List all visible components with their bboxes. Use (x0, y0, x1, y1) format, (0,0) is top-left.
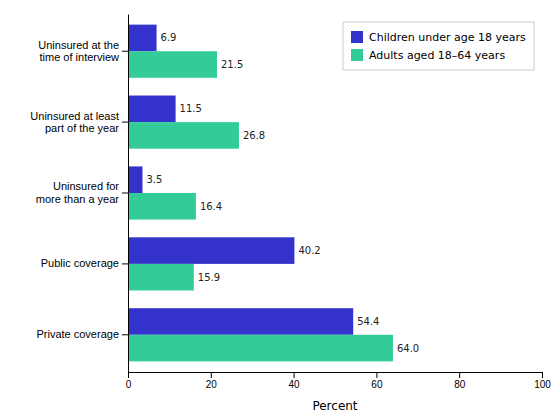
bar (128, 51, 217, 78)
tick: Uninsured at leastpart of the year (30, 110, 128, 134)
data-label: 54.4 (357, 316, 379, 327)
bars (128, 25, 393, 362)
tick-mark (459, 372, 460, 378)
legend-swatch (351, 31, 363, 43)
tick: 100 (534, 372, 551, 390)
tick-label: 20 (206, 379, 218, 390)
tick: 60 (371, 372, 383, 390)
tick-mark (376, 372, 377, 378)
tick-label: 0 (126, 379, 132, 390)
tick-label: Uninsured at thetime of interview (38, 39, 119, 63)
bar (128, 122, 239, 149)
tick: 0 (126, 372, 132, 390)
tick: 20 (206, 372, 218, 390)
bar (128, 237, 294, 264)
tick-mark (122, 334, 128, 335)
x-axis-title: Percent (312, 399, 357, 413)
tick: 80 (454, 372, 466, 390)
legend-item: Children under age 18 years (351, 31, 526, 44)
tick: Private coverage (36, 328, 128, 340)
tick: Public coverage (41, 257, 128, 269)
tick-label: 60 (371, 379, 383, 390)
legend-swatch (351, 49, 363, 61)
data-labels: 6.9 11.5 3.5 40.2 54.4 21.5 26.8 16.4 15.9 64.0 (146, 32, 419, 353)
legend-box (343, 22, 534, 70)
tick-mark (122, 51, 128, 52)
series (128, 51, 393, 361)
tick-label: Uninsured formore than a year (36, 180, 119, 204)
bar (128, 166, 142, 193)
bar (128, 264, 194, 291)
axis-line (128, 15, 129, 373)
legend: Children under age 18 years Adults aged 1… (343, 22, 534, 70)
data-label: 11.5 (180, 103, 202, 114)
tick-label: 40 (289, 379, 301, 390)
data-label: 6.9 (161, 32, 177, 43)
bar (128, 335, 393, 362)
tick-label: 80 (454, 379, 466, 390)
tick-label: 100 (534, 379, 551, 390)
tick-label: Uninsured at leastpart of the year (30, 110, 119, 134)
tick: 40 (289, 372, 301, 390)
data-label: 26.8 (243, 130, 265, 141)
tick: Uninsured at thetime of interview (38, 39, 128, 63)
legend-label: Children under age 18 years (369, 31, 526, 44)
y-axis: Uninsured at thetime of interview Uninsur… (30, 15, 128, 373)
x-axis: 0 20 40 60 80 100 (126, 372, 552, 390)
tick-mark (122, 122, 128, 123)
data-label: 21.5 (221, 59, 243, 70)
bar (128, 25, 157, 52)
data-label: 16.4 (200, 201, 222, 212)
tick-mark (128, 372, 129, 378)
tick-mark (542, 372, 543, 378)
tick: Uninsured formore than a year (36, 180, 128, 204)
tick-mark (294, 372, 295, 378)
data-label: 3.5 (146, 174, 162, 185)
tick-mark (122, 263, 128, 264)
data-label: 15.9 (198, 272, 220, 283)
bar (128, 96, 176, 123)
plot: 6.9 11.5 3.5 40.2 54.4 21.5 26.8 16.4 15.9 64.0 0 2… (30, 15, 551, 414)
axis-line (129, 372, 543, 373)
chart: 6.9 11.5 3.5 40.2 54.4 21.5 26.8 16.4 15.9 64.0 0 2… (0, 0, 560, 420)
tick-label: Public coverage (41, 257, 119, 269)
tick-label: Private coverage (36, 328, 119, 340)
data-label: 40.2 (298, 245, 320, 256)
bar (128, 308, 353, 335)
legend-label: Adults aged 18–64 years (369, 49, 505, 62)
legend-item: Adults aged 18–64 years (351, 49, 505, 62)
tick-mark (211, 372, 212, 378)
tick-mark (122, 193, 128, 194)
series (128, 25, 353, 335)
data-label: 64.0 (397, 343, 419, 354)
bar (128, 193, 196, 220)
